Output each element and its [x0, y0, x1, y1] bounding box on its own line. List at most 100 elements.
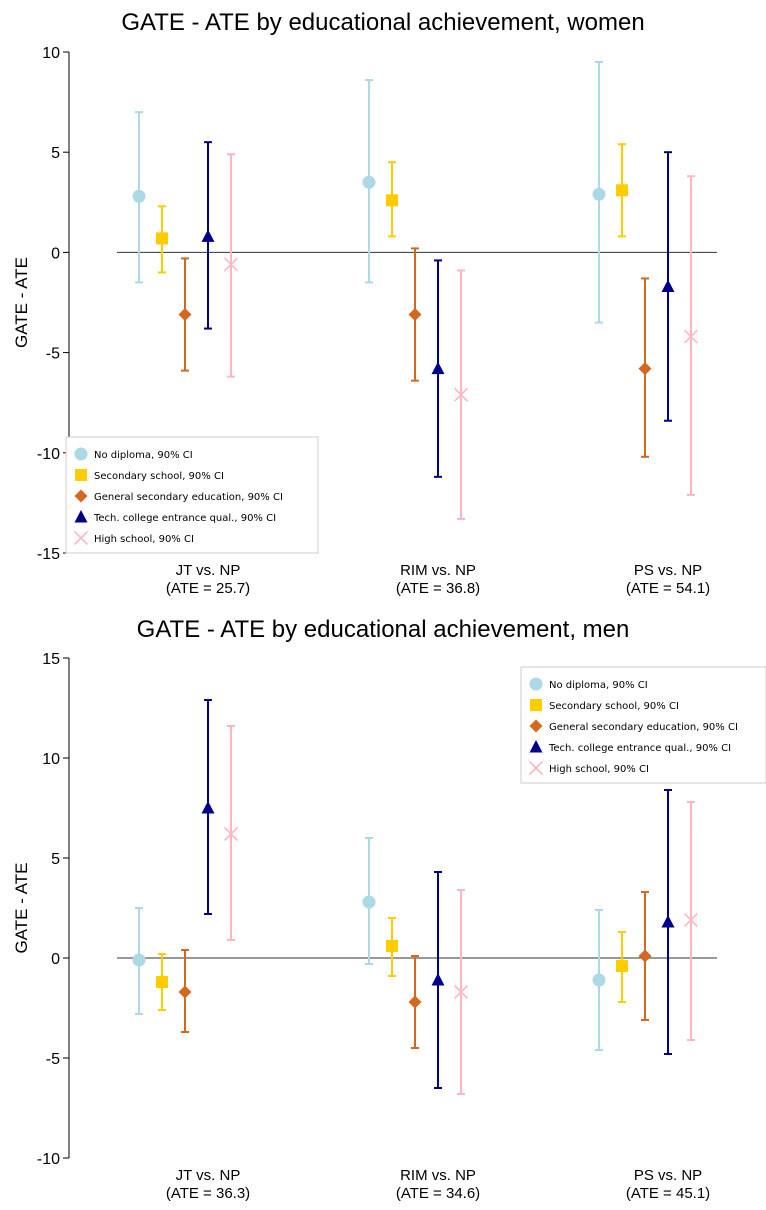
x-category-sublabel: (ATE = 25.7)	[166, 580, 250, 597]
chart-title: GATE - ATE by educational achievement, w…	[121, 9, 644, 36]
legend-marker	[529, 740, 543, 753]
data-point-marker	[592, 973, 606, 987]
series-high-school	[223, 725, 699, 1095]
y-axis-title: GATE - ATE	[12, 863, 31, 954]
data-point-marker	[661, 915, 675, 928]
data-point-marker	[223, 826, 239, 842]
legend-label: No diploma, 90% CI	[94, 450, 193, 461]
data-point-marker	[156, 232, 168, 245]
legend-marker	[73, 530, 89, 546]
legend-marker	[74, 489, 88, 503]
y-tick-label: 15	[42, 651, 60, 668]
data-point-marker	[132, 189, 146, 203]
legend-label: High school, 90% CI	[549, 764, 649, 775]
legend-box	[520, 666, 766, 784]
legend-label: General secondary education, 90% CI	[94, 492, 283, 503]
data-point-marker	[683, 912, 699, 928]
y-tick-label: 10	[42, 751, 60, 768]
x-category-label: RIM vs. NP	[400, 562, 476, 579]
data-point-marker	[156, 976, 168, 988]
y-tick-label: 0	[51, 951, 60, 968]
data-point-marker	[453, 984, 469, 1000]
data-point-marker	[453, 387, 469, 402]
x-marker-stroke	[683, 329, 699, 344]
x-category-sublabel: (ATE = 54.1)	[626, 580, 710, 597]
data-point-marker	[408, 308, 422, 322]
x-category-label: RIM vs. NP	[400, 1167, 476, 1184]
x-category-label: PS vs. NP	[634, 1167, 702, 1184]
x-category-label: JT vs. NP	[176, 1167, 241, 1184]
y-tick-label: -5	[46, 1051, 60, 1068]
y-tick-label: -5	[46, 346, 60, 363]
data-point-marker	[616, 960, 628, 972]
y-tick-label: -10	[37, 446, 60, 463]
x-category-sublabel: (ATE = 45.1)	[626, 1185, 710, 1202]
legend-marker	[530, 699, 542, 711]
x-marker-stroke	[223, 826, 239, 842]
data-point-marker	[683, 329, 699, 344]
legend: No diploma, 90% CI Secondary school, 90% …	[520, 666, 766, 784]
x-category-label: JT vs. NP	[176, 562, 241, 579]
legend-label: Secondary school, 90% CI	[549, 701, 679, 712]
data-point-marker	[431, 361, 445, 375]
legend-marker	[529, 719, 543, 733]
chart-title: GATE - ATE by educational achievement, m…	[137, 616, 630, 643]
data-point-marker	[201, 229, 215, 242]
x-marker-stroke	[73, 530, 89, 546]
x-marker-stroke	[453, 387, 469, 402]
data-point-marker	[386, 194, 398, 207]
data-point-marker	[362, 175, 376, 189]
legend-label: Tech. college entrance qual., 90% CI	[93, 513, 276, 524]
data-point-marker	[431, 973, 445, 986]
legend: No diploma, 90% CI Secondary school, 90% …	[65, 436, 319, 554]
legend-box	[65, 436, 319, 554]
data-point-marker	[132, 953, 146, 967]
data-point-marker	[386, 940, 398, 952]
data-point-marker	[362, 895, 376, 909]
series-tech-college	[201, 699, 675, 1089]
legend-marker	[74, 447, 88, 461]
legend-label: No diploma, 90% CI	[549, 680, 648, 691]
y-tick-label: 5	[51, 145, 60, 162]
y-axis-title: GATE - ATE	[12, 257, 31, 348]
y-tick-label: 10	[42, 45, 60, 62]
x-category-sublabel: (ATE = 34.6)	[396, 1185, 480, 1202]
y-tick-label: -10	[37, 1151, 60, 1168]
x-category-label: PS vs. NP	[634, 562, 702, 579]
data-point-marker	[616, 184, 628, 197]
data-point-marker	[223, 257, 239, 272]
data-point-marker	[408, 995, 422, 1009]
data-point-marker	[592, 187, 606, 201]
data-point-marker	[201, 801, 215, 814]
y-tick-label: 0	[51, 245, 60, 262]
series-no-diploma	[132, 837, 606, 1051]
series-tech-college	[201, 141, 675, 478]
data-point-marker	[638, 362, 652, 376]
legend-label: Tech. college entrance qual., 90% CI	[548, 743, 731, 754]
legend-label: High school, 90% CI	[94, 534, 194, 545]
x-category-sublabel: (ATE = 36.8)	[396, 580, 480, 597]
series-high-school	[223, 153, 699, 520]
series-secondary-school	[156, 917, 628, 1011]
legend-marker	[75, 469, 87, 481]
chart-panel-2: GATE - ATE by educational achievement, m…	[12, 616, 766, 1202]
x-marker-stroke	[528, 760, 544, 776]
series-no-diploma	[132, 61, 606, 324]
legend-marker	[74, 510, 88, 523]
y-tick-label: 5	[51, 851, 60, 868]
data-point-marker	[661, 279, 675, 292]
legend-marker	[529, 677, 543, 691]
x-marker-stroke	[683, 912, 699, 928]
series-general-secondary	[178, 247, 652, 458]
data-point-marker	[178, 308, 192, 322]
data-point-marker	[178, 985, 192, 999]
x-marker-stroke	[453, 984, 469, 1000]
series-secondary-school	[156, 143, 628, 274]
x-category-sublabel: (ATE = 36.3)	[166, 1185, 250, 1202]
y-tick-label: -15	[37, 546, 60, 563]
data-point-marker	[638, 949, 652, 963]
legend-label: Secondary school, 90% CI	[94, 471, 224, 482]
legend-label: General secondary education, 90% CI	[549, 722, 738, 733]
chart-panel-1: GATE - ATE by educational achievement, w…	[12, 9, 717, 597]
